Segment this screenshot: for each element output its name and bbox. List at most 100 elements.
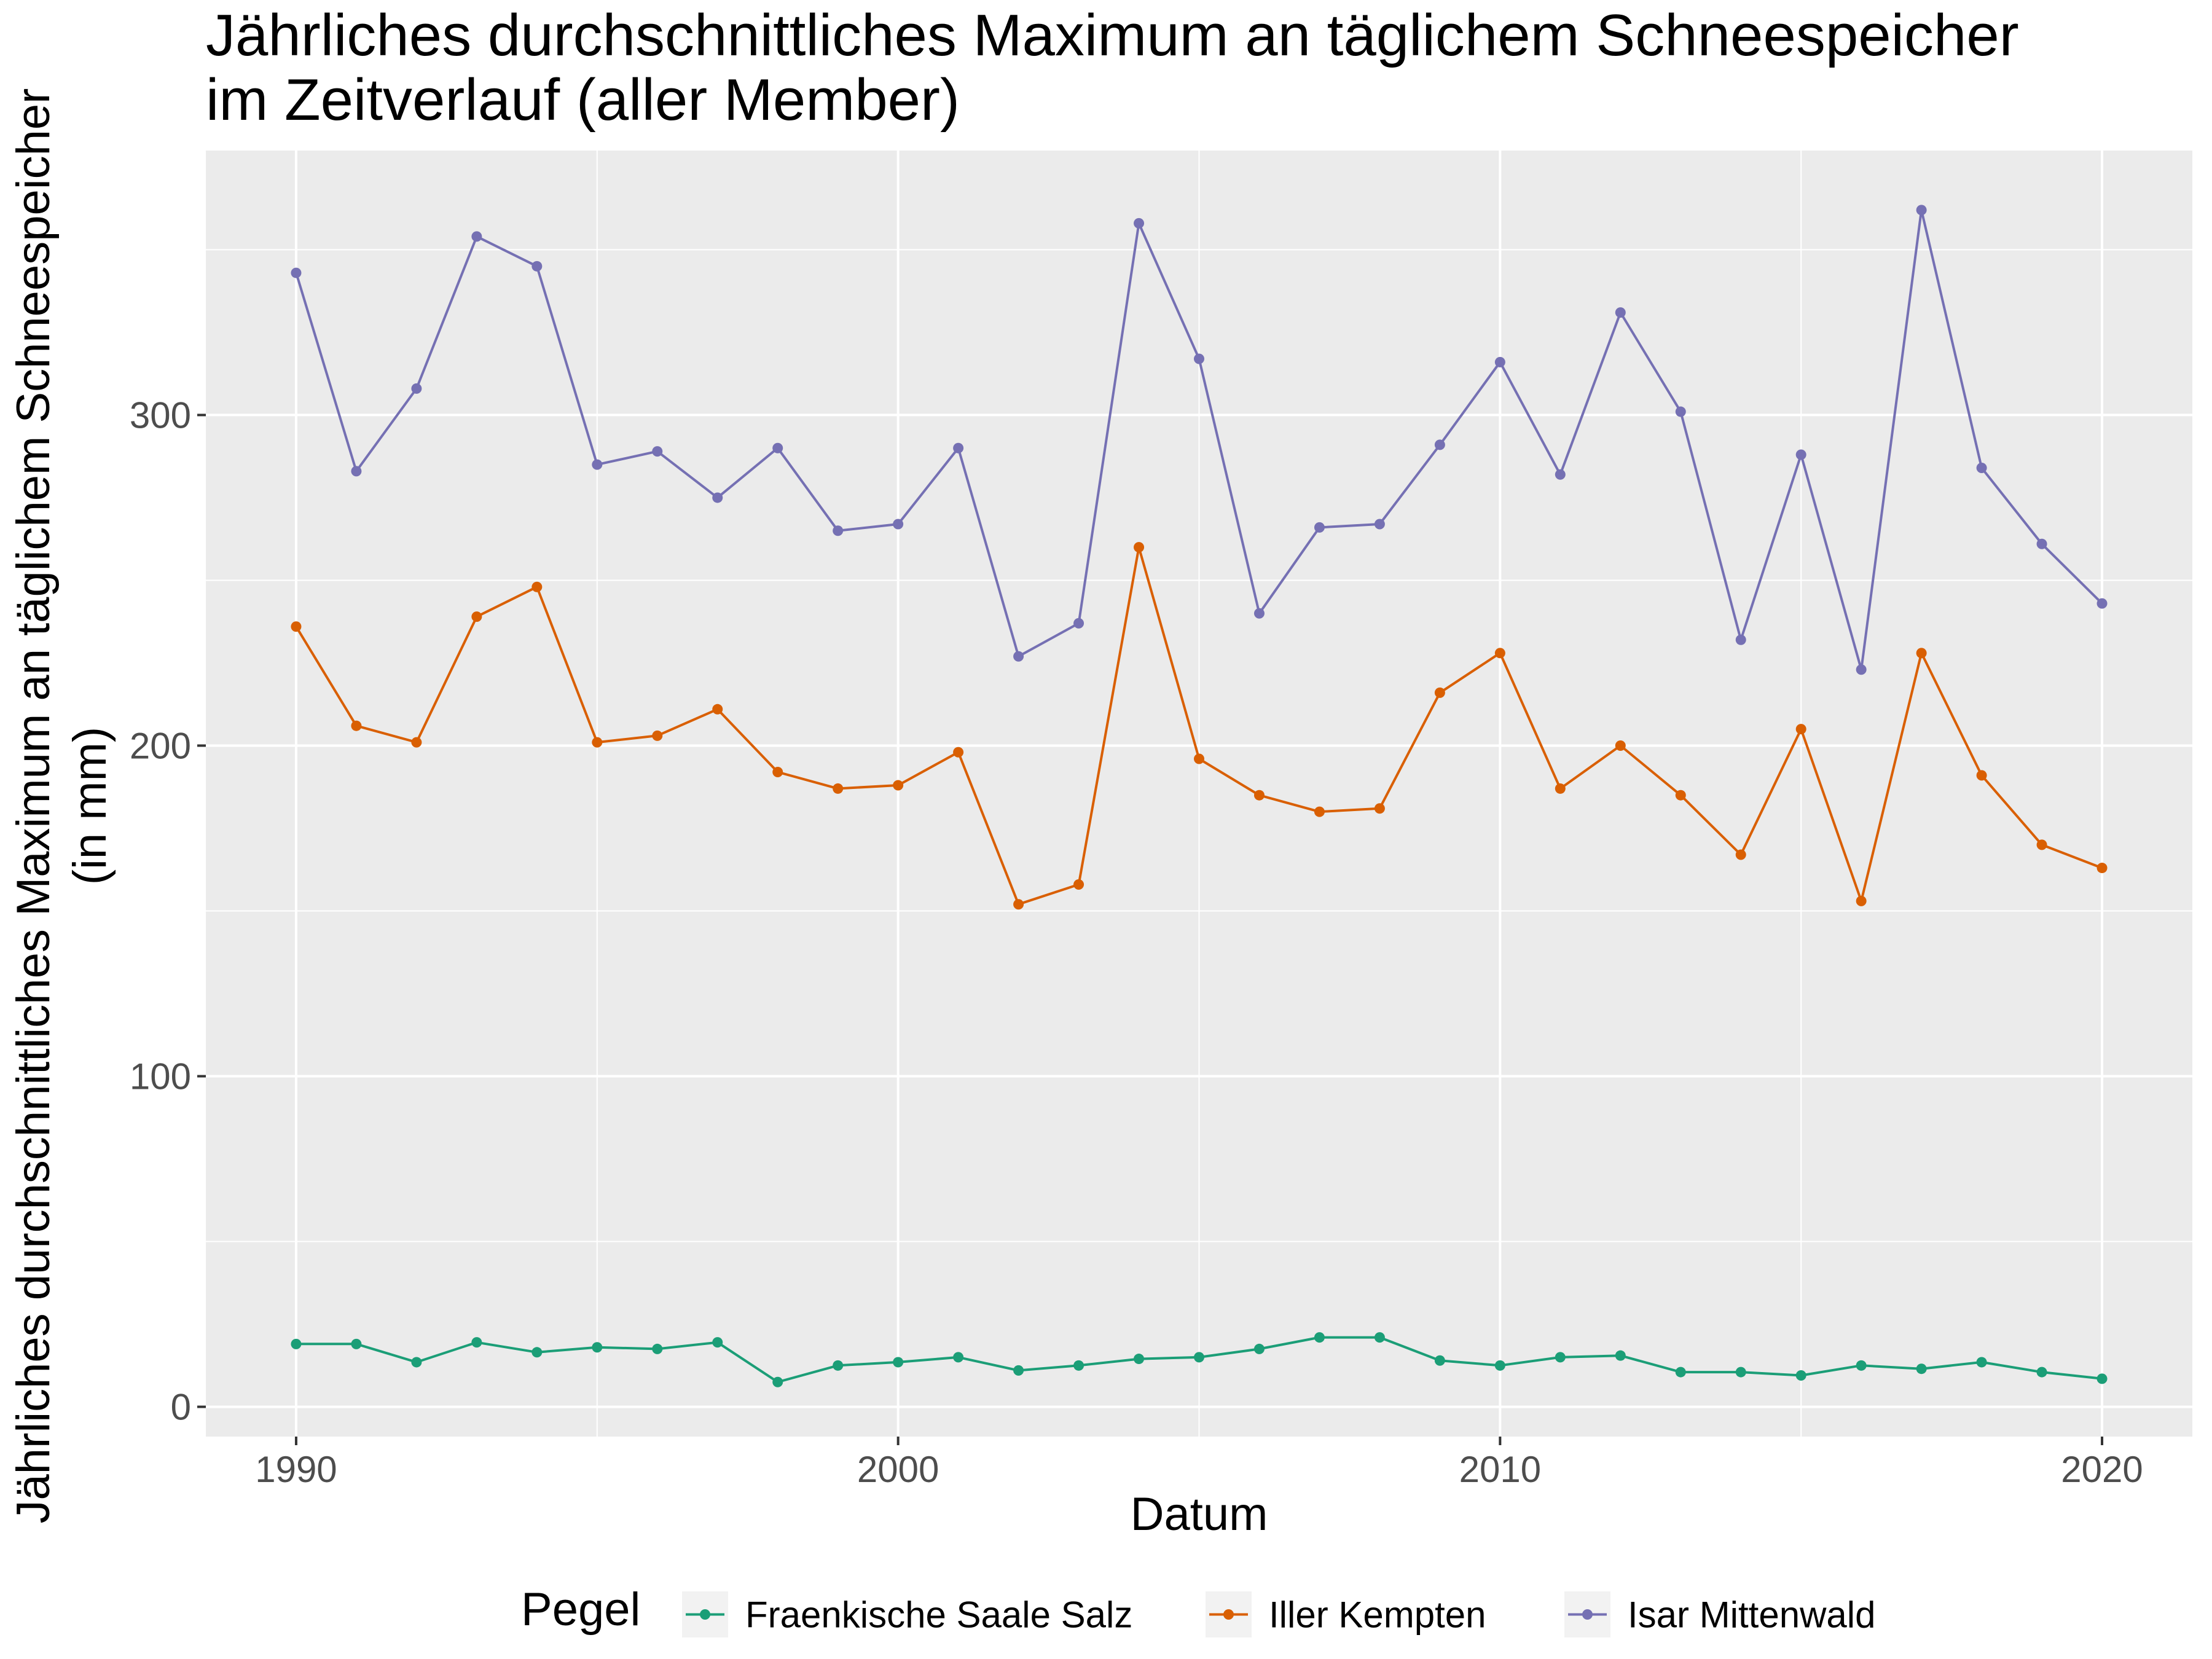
data-point	[1494, 356, 1505, 367]
data-point	[1615, 1350, 1626, 1361]
y-axis-ticks: 0 100 200 300	[130, 394, 206, 1428]
data-point	[712, 704, 723, 715]
legend-key-point	[1223, 1609, 1234, 1620]
data-point	[1374, 1332, 1385, 1343]
grid-minor	[206, 151, 2192, 1437]
x-tick-label: 1990	[255, 1449, 337, 1490]
data-point	[1253, 1343, 1265, 1354]
data-point	[2036, 839, 2047, 850]
data-point	[411, 1357, 422, 1368]
data-point	[1795, 449, 1806, 460]
data-point	[351, 720, 362, 731]
y-tick-label: 100	[130, 1056, 191, 1097]
data-point	[1555, 469, 1566, 480]
data-point	[1013, 651, 1024, 662]
data-point	[531, 1347, 543, 1358]
legend-label: Isar Mittenwald	[1628, 1594, 1875, 1636]
data-point	[1555, 1352, 1566, 1363]
x-tick-label: 2010	[1459, 1449, 1541, 1490]
chart-title-line-1: Jährliches durchschnittliches Maximum an…	[206, 2, 2019, 68]
data-point	[652, 1343, 663, 1354]
data-point	[1494, 1360, 1505, 1371]
data-point	[592, 459, 603, 470]
data-point	[1675, 790, 1686, 801]
data-point	[1194, 1352, 1204, 1363]
data-point	[1434, 1355, 1445, 1366]
grid-major	[206, 151, 2192, 1437]
data-point	[291, 1338, 302, 1349]
y-axis-title-line-2: (in mm)	[64, 727, 116, 885]
data-point	[351, 1338, 362, 1349]
data-point	[953, 747, 964, 758]
legend-key-point	[1582, 1609, 1593, 1620]
data-point	[592, 737, 603, 748]
data-point	[1735, 634, 1746, 645]
data-point	[1735, 1367, 1746, 1378]
legend: Pegel Fraenkische Saale Salz Iller Kempte…	[521, 1583, 1875, 1637]
x-tick-label: 2020	[2061, 1449, 2143, 1490]
data-point	[893, 519, 904, 530]
data-point	[1856, 895, 1867, 906]
data-point	[833, 525, 844, 536]
data-point	[893, 1357, 904, 1368]
chart-title-line-2: im Zeitverlauf (aller Member)	[206, 67, 960, 133]
legend-label: Iller Kempten	[1269, 1594, 1486, 1636]
data-point	[1916, 648, 1927, 659]
series-0	[291, 1332, 2108, 1387]
data-point	[471, 231, 482, 242]
data-point	[1675, 1367, 1686, 1378]
data-point	[833, 1360, 844, 1371]
x-tick-label: 2000	[857, 1449, 939, 1490]
series-layer	[291, 205, 2108, 1387]
data-point	[953, 1352, 964, 1363]
data-point	[1253, 608, 1265, 619]
data-point	[1976, 1357, 1987, 1368]
data-point	[712, 492, 723, 503]
data-point	[1134, 1354, 1145, 1365]
data-point	[1795, 724, 1806, 735]
data-point	[2096, 598, 2108, 609]
data-point	[1615, 740, 1626, 751]
data-point	[1976, 770, 1987, 781]
data-point	[531, 261, 543, 272]
data-point	[351, 466, 362, 477]
data-point	[772, 767, 783, 778]
data-point	[592, 1342, 603, 1353]
data-point	[471, 611, 482, 622]
data-point	[1675, 406, 1686, 417]
data-point	[1735, 849, 1746, 860]
data-point	[291, 621, 302, 632]
data-point	[1615, 307, 1626, 318]
data-point	[833, 783, 844, 794]
data-point	[1194, 753, 1204, 764]
data-point	[772, 442, 783, 453]
data-point	[652, 730, 663, 741]
legend-title: Pegel	[521, 1583, 640, 1636]
data-point	[1434, 439, 1445, 450]
data-point	[411, 737, 422, 748]
data-point	[772, 1376, 783, 1387]
data-point	[1856, 1360, 1867, 1371]
y-tick-label: 0	[171, 1387, 191, 1428]
data-point	[1314, 1332, 1325, 1343]
data-point	[411, 383, 422, 394]
data-point	[652, 446, 663, 457]
data-point	[1134, 542, 1145, 553]
data-point	[1916, 205, 1927, 216]
data-point	[2036, 538, 2047, 549]
y-tick-label: 300	[130, 394, 191, 436]
data-point	[1494, 648, 1505, 659]
y-tick-label: 200	[130, 725, 191, 766]
y-axis-title-line-1: Jährliches durchschnittliches Maximum an…	[7, 88, 60, 1524]
data-point	[1795, 1370, 1806, 1381]
data-point	[1374, 519, 1385, 530]
data-point	[1013, 1365, 1024, 1376]
data-point	[1856, 664, 1867, 675]
data-point	[1555, 783, 1566, 794]
data-point	[1314, 522, 1325, 533]
data-point	[1194, 353, 1204, 364]
chart-title: Jährliches durchschnittliches Maximum an…	[206, 2, 2019, 133]
data-point	[471, 1337, 482, 1348]
data-point	[2096, 863, 2108, 874]
